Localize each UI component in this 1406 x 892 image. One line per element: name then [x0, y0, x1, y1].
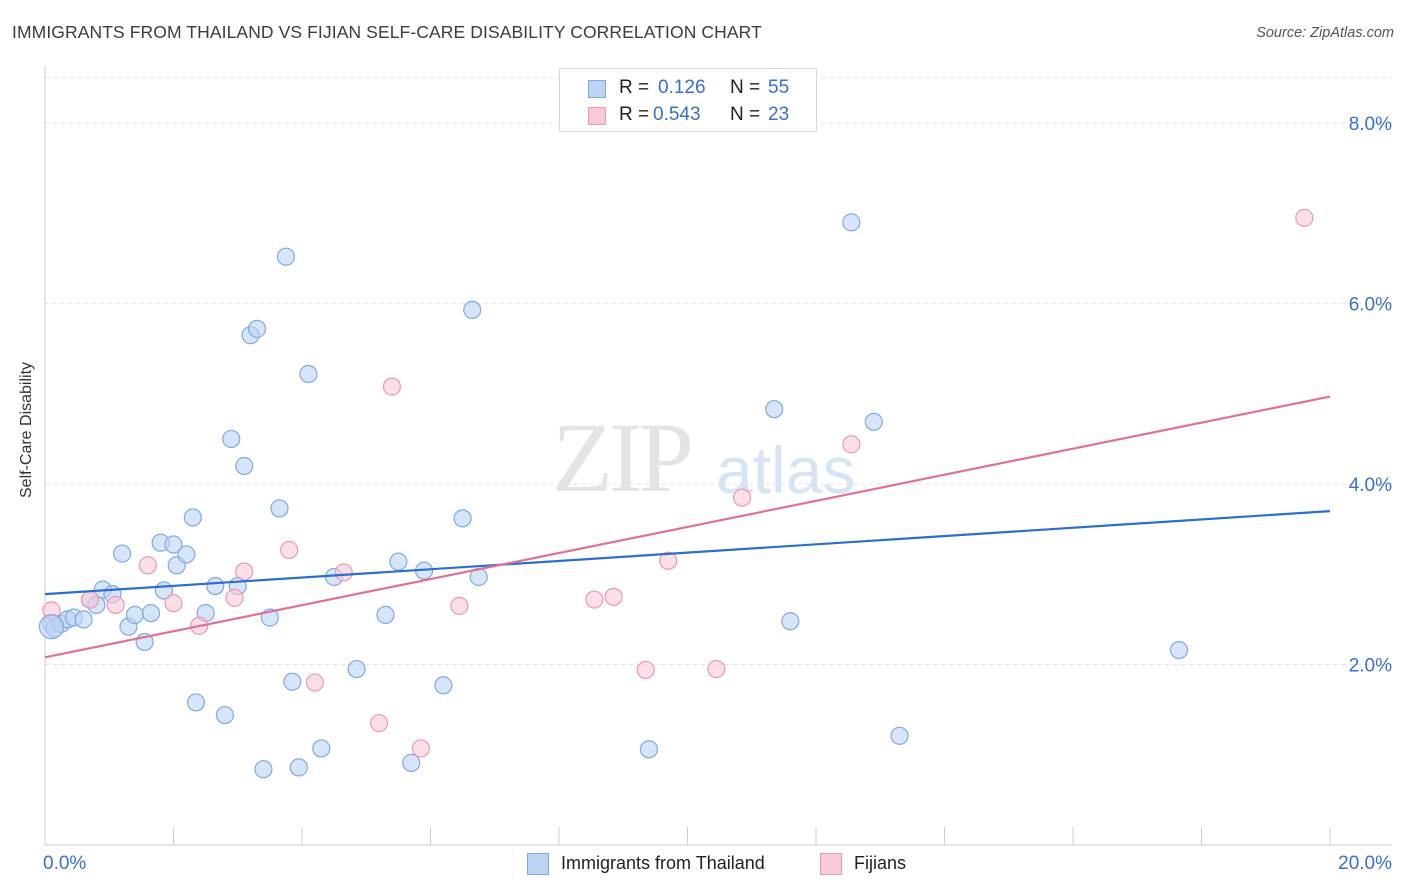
n-label: N = — [730, 77, 761, 98]
point-fijians — [370, 714, 389, 733]
stats-legend: R = 0.126 N = 55 R = 0.543 N = 23 — [559, 68, 817, 132]
stats-row-fijians: R = 0.543 N = 23 — [560, 104, 816, 130]
point-thailand — [781, 612, 800, 631]
point-thailand — [276, 247, 296, 266]
y-tick-label: 4.0% — [1349, 475, 1392, 496]
source-label: Source: ZipAtlas.com — [1256, 25, 1394, 41]
legend-label-thailand: Immigrants from Thailand — [561, 853, 765, 873]
point-thailand — [639, 740, 659, 759]
point-thailand — [186, 693, 206, 712]
legend-label-fijians: Fijians — [854, 853, 907, 873]
point-thailand — [177, 545, 196, 564]
point-thailand — [247, 319, 267, 338]
point-thailand — [402, 753, 421, 772]
y-axis-label: Self-Care Disability — [18, 361, 35, 498]
point-thailand — [270, 499, 289, 518]
point-thailand — [864, 412, 883, 431]
point-fijians — [411, 739, 430, 758]
point-fijians — [585, 590, 604, 609]
point-fijians — [604, 587, 623, 606]
point-fijians — [138, 556, 157, 575]
point-fijians — [707, 659, 726, 679]
y-tick-label: 8.0% — [1349, 114, 1392, 135]
watermark-zip: ZIP — [552, 402, 694, 513]
point-thailand — [312, 739, 331, 758]
point-thailand — [842, 213, 861, 232]
x-tick-label: 0.0% — [43, 853, 86, 874]
point-thailand — [463, 300, 482, 320]
r-value: 0.126 — [658, 77, 706, 98]
point-thailand — [215, 705, 234, 725]
point-thailand — [112, 544, 132, 563]
trendline-thailand — [44, 510, 1331, 596]
stats-row-thailand: R = 0.126 N = 55 — [560, 77, 816, 103]
point-thailand — [283, 672, 302, 691]
y-tick-label: 2.0% — [1349, 656, 1392, 677]
point-fijians — [106, 595, 125, 615]
point-thailand — [235, 456, 254, 476]
point-fijians — [280, 540, 299, 560]
point-fijians — [842, 435, 861, 454]
point-fijians — [80, 590, 100, 609]
point-fijians — [305, 673, 324, 692]
point-thailand — [125, 605, 145, 625]
r-value: 0.543 — [653, 104, 701, 125]
point-thailand — [376, 605, 395, 625]
n-label: N = — [730, 104, 761, 125]
n-value: 23 — [768, 104, 790, 125]
point-thailand — [289, 758, 308, 777]
point-fijians — [450, 596, 469, 615]
trendline-fijians — [44, 395, 1331, 659]
r-label: R = — [619, 104, 650, 125]
point-thailand — [254, 760, 273, 779]
point-fijians — [382, 377, 402, 396]
y-tick-label: 6.0% — [1349, 295, 1392, 316]
point-fijians — [235, 562, 254, 581]
legend-swatch-fijians — [588, 107, 606, 125]
point-thailand — [74, 610, 93, 629]
r-label: R = — [619, 77, 650, 98]
point-thailand — [183, 508, 202, 527]
point-thailand — [765, 400, 784, 419]
n-value: 55 — [768, 77, 790, 98]
x-tick-label: 20.0% — [1338, 853, 1392, 874]
point-thailand — [164, 535, 183, 554]
point-fijians — [1295, 208, 1314, 227]
point-thailand — [299, 364, 318, 384]
point-fijians — [733, 488, 752, 507]
point-fijians — [164, 594, 183, 613]
bottom-legend: Immigrants from Thailand Fijians — [0, 850, 1406, 880]
point-thailand-cluster — [38, 614, 65, 640]
point-thailand — [1169, 640, 1189, 660]
legend-swatch-thailand — [527, 853, 549, 875]
point-thailand — [347, 659, 366, 679]
point-fijians — [636, 660, 655, 680]
point-thailand — [141, 603, 161, 623]
point-fijians — [659, 551, 678, 570]
point-thailand — [453, 509, 472, 528]
chart-title: IMMIGRANTS FROM THAILAND VS FIJIAN SELF-… — [12, 22, 762, 42]
legend-swatch-thailand — [588, 80, 606, 98]
point-thailand — [434, 676, 453, 695]
point-thailand — [222, 429, 241, 449]
legend-swatch-fijians — [820, 853, 842, 875]
point-thailand — [890, 726, 909, 745]
point-fijians — [225, 588, 244, 607]
point-fijians — [334, 563, 353, 582]
point-thailand — [206, 576, 225, 596]
point-thailand — [389, 552, 408, 571]
